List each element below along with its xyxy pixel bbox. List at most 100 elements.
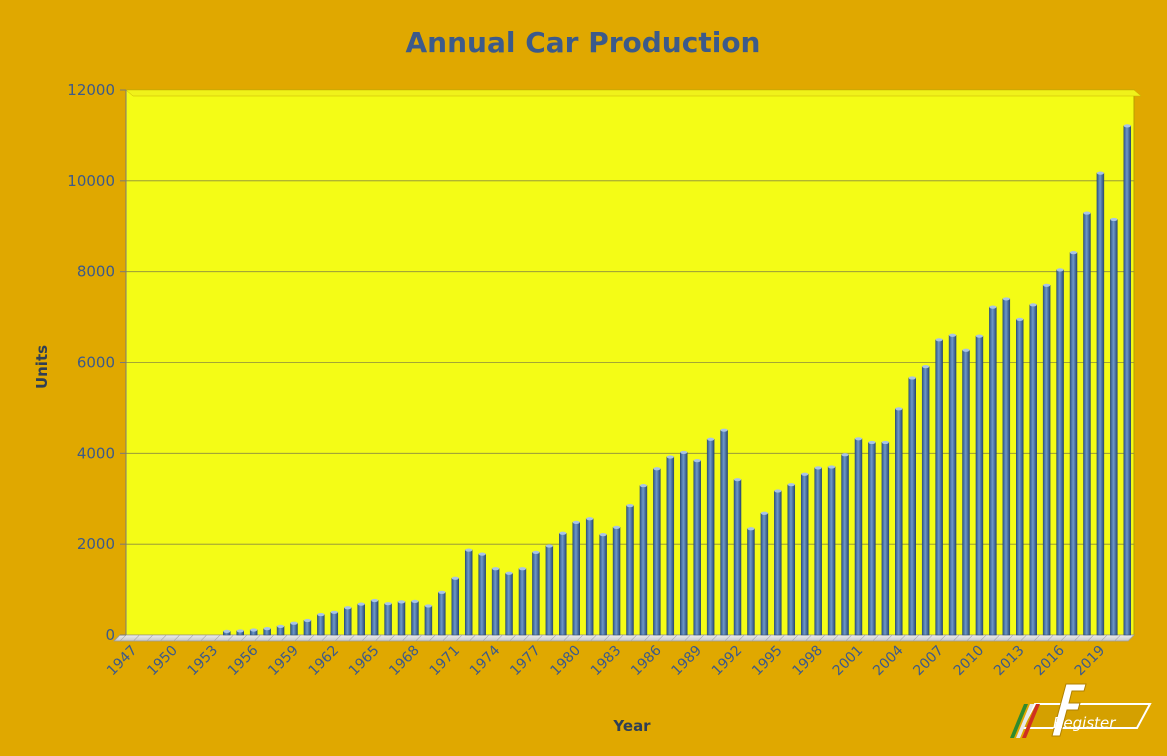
bar xyxy=(545,544,554,636)
x-tick-label: 1977 xyxy=(507,643,544,680)
x-tick-label: 1980 xyxy=(548,643,585,680)
y-tick-label: 2000 xyxy=(77,535,115,553)
bar xyxy=(1069,250,1078,636)
bar xyxy=(787,483,796,636)
register-logo: Register xyxy=(1010,683,1152,738)
bar xyxy=(478,552,486,636)
x-tick-label: 1947 xyxy=(104,643,141,680)
bar xyxy=(1056,268,1064,636)
bar xyxy=(989,305,997,636)
bar xyxy=(397,600,406,636)
bar xyxy=(491,567,500,636)
bar xyxy=(814,466,822,636)
x-tick-label: 2001 xyxy=(830,643,867,680)
bar xyxy=(384,602,392,636)
bar xyxy=(895,407,903,636)
bar xyxy=(908,376,916,636)
bar xyxy=(1083,211,1091,636)
bar xyxy=(344,606,352,636)
bar xyxy=(330,610,339,636)
bar xyxy=(948,333,957,636)
bar xyxy=(962,348,970,636)
bar xyxy=(733,478,742,636)
bar xyxy=(841,453,849,636)
y-axis-ticks: 0 2000 4000 6000 8000 10000 12000 xyxy=(67,81,127,644)
x-tick-label: 1953 xyxy=(185,643,222,680)
x-tick-label: 2013 xyxy=(991,643,1028,680)
x-tick-label: 1956 xyxy=(225,642,262,679)
bar xyxy=(800,472,809,636)
bar xyxy=(720,428,728,636)
bar xyxy=(532,550,540,636)
bar xyxy=(693,459,701,636)
bar xyxy=(438,590,446,636)
x-tick-label: 2004 xyxy=(870,642,907,679)
bar xyxy=(518,567,527,636)
bar xyxy=(424,604,433,636)
bar xyxy=(827,465,836,636)
bar xyxy=(1042,283,1051,636)
bar xyxy=(505,571,513,636)
bar xyxy=(1096,171,1105,636)
bar xyxy=(249,628,258,636)
x-tick-label: 1974 xyxy=(467,642,504,679)
bar xyxy=(599,533,607,636)
bar xyxy=(639,483,648,636)
bar xyxy=(370,598,379,636)
bar xyxy=(935,338,943,636)
bar xyxy=(653,467,661,636)
bar xyxy=(680,450,688,636)
bar xyxy=(223,629,231,636)
x-axis-ticks: 1947 1950 1953 1956 1959 1962 1965 1968 1971 1974… xyxy=(104,642,1108,679)
x-tick-label: 1962 xyxy=(306,643,343,680)
x-tick-label: 2019 xyxy=(1072,643,1109,680)
y-axis-title: Units xyxy=(33,345,51,389)
y-tick-label: 0 xyxy=(105,626,115,644)
x-tick-label: 1992 xyxy=(709,643,746,680)
x-tick-label: 1998 xyxy=(789,643,826,680)
bar xyxy=(585,517,594,636)
x-axis-title: Year xyxy=(612,717,651,735)
bar xyxy=(666,455,675,636)
y-tick-label: 4000 xyxy=(77,444,115,462)
x-tick-label: 2010 xyxy=(951,643,988,680)
bar xyxy=(774,489,782,636)
bar xyxy=(1123,124,1132,636)
bar xyxy=(1016,317,1024,636)
bar xyxy=(1002,297,1011,636)
x-tick-label: 1950 xyxy=(144,643,181,680)
y-tick-label: 10000 xyxy=(67,172,115,190)
y-tick-label: 8000 xyxy=(77,263,115,281)
x-tick-label: 1968 xyxy=(386,643,423,680)
bar xyxy=(854,437,863,636)
bar xyxy=(706,437,715,636)
x-tick-label: 1983 xyxy=(588,643,625,680)
floor-ticks xyxy=(119,634,1135,642)
x-tick-label: 1971 xyxy=(427,643,464,680)
bar xyxy=(263,627,271,636)
bar xyxy=(236,629,244,636)
bar xyxy=(290,621,298,636)
bar xyxy=(411,599,419,636)
bar xyxy=(975,334,984,636)
bar xyxy=(572,520,580,636)
bars xyxy=(223,124,1132,636)
bar xyxy=(868,440,876,636)
bar xyxy=(921,364,930,636)
x-tick-label: 1989 xyxy=(669,643,706,680)
bar xyxy=(464,548,473,636)
bar xyxy=(881,440,890,636)
bar xyxy=(1029,303,1037,636)
bar xyxy=(1110,217,1118,636)
x-tick-label: 2007 xyxy=(910,643,947,680)
bar xyxy=(303,618,312,636)
x-tick-label: 1965 xyxy=(346,643,383,680)
bar xyxy=(760,511,769,636)
logo-text: Register xyxy=(1053,714,1116,732)
bar xyxy=(747,527,755,636)
bar xyxy=(559,531,567,636)
bar xyxy=(612,525,621,636)
y-tick-label: 12000 xyxy=(67,81,115,99)
